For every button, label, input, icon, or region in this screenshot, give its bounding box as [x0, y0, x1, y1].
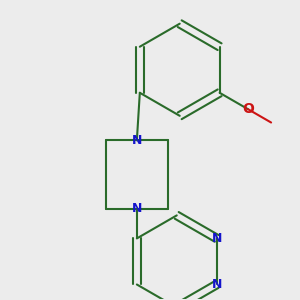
Text: N: N [212, 278, 222, 291]
Text: N: N [132, 134, 142, 147]
Text: N: N [132, 202, 142, 215]
Text: N: N [212, 232, 222, 245]
Text: O: O [242, 102, 254, 116]
